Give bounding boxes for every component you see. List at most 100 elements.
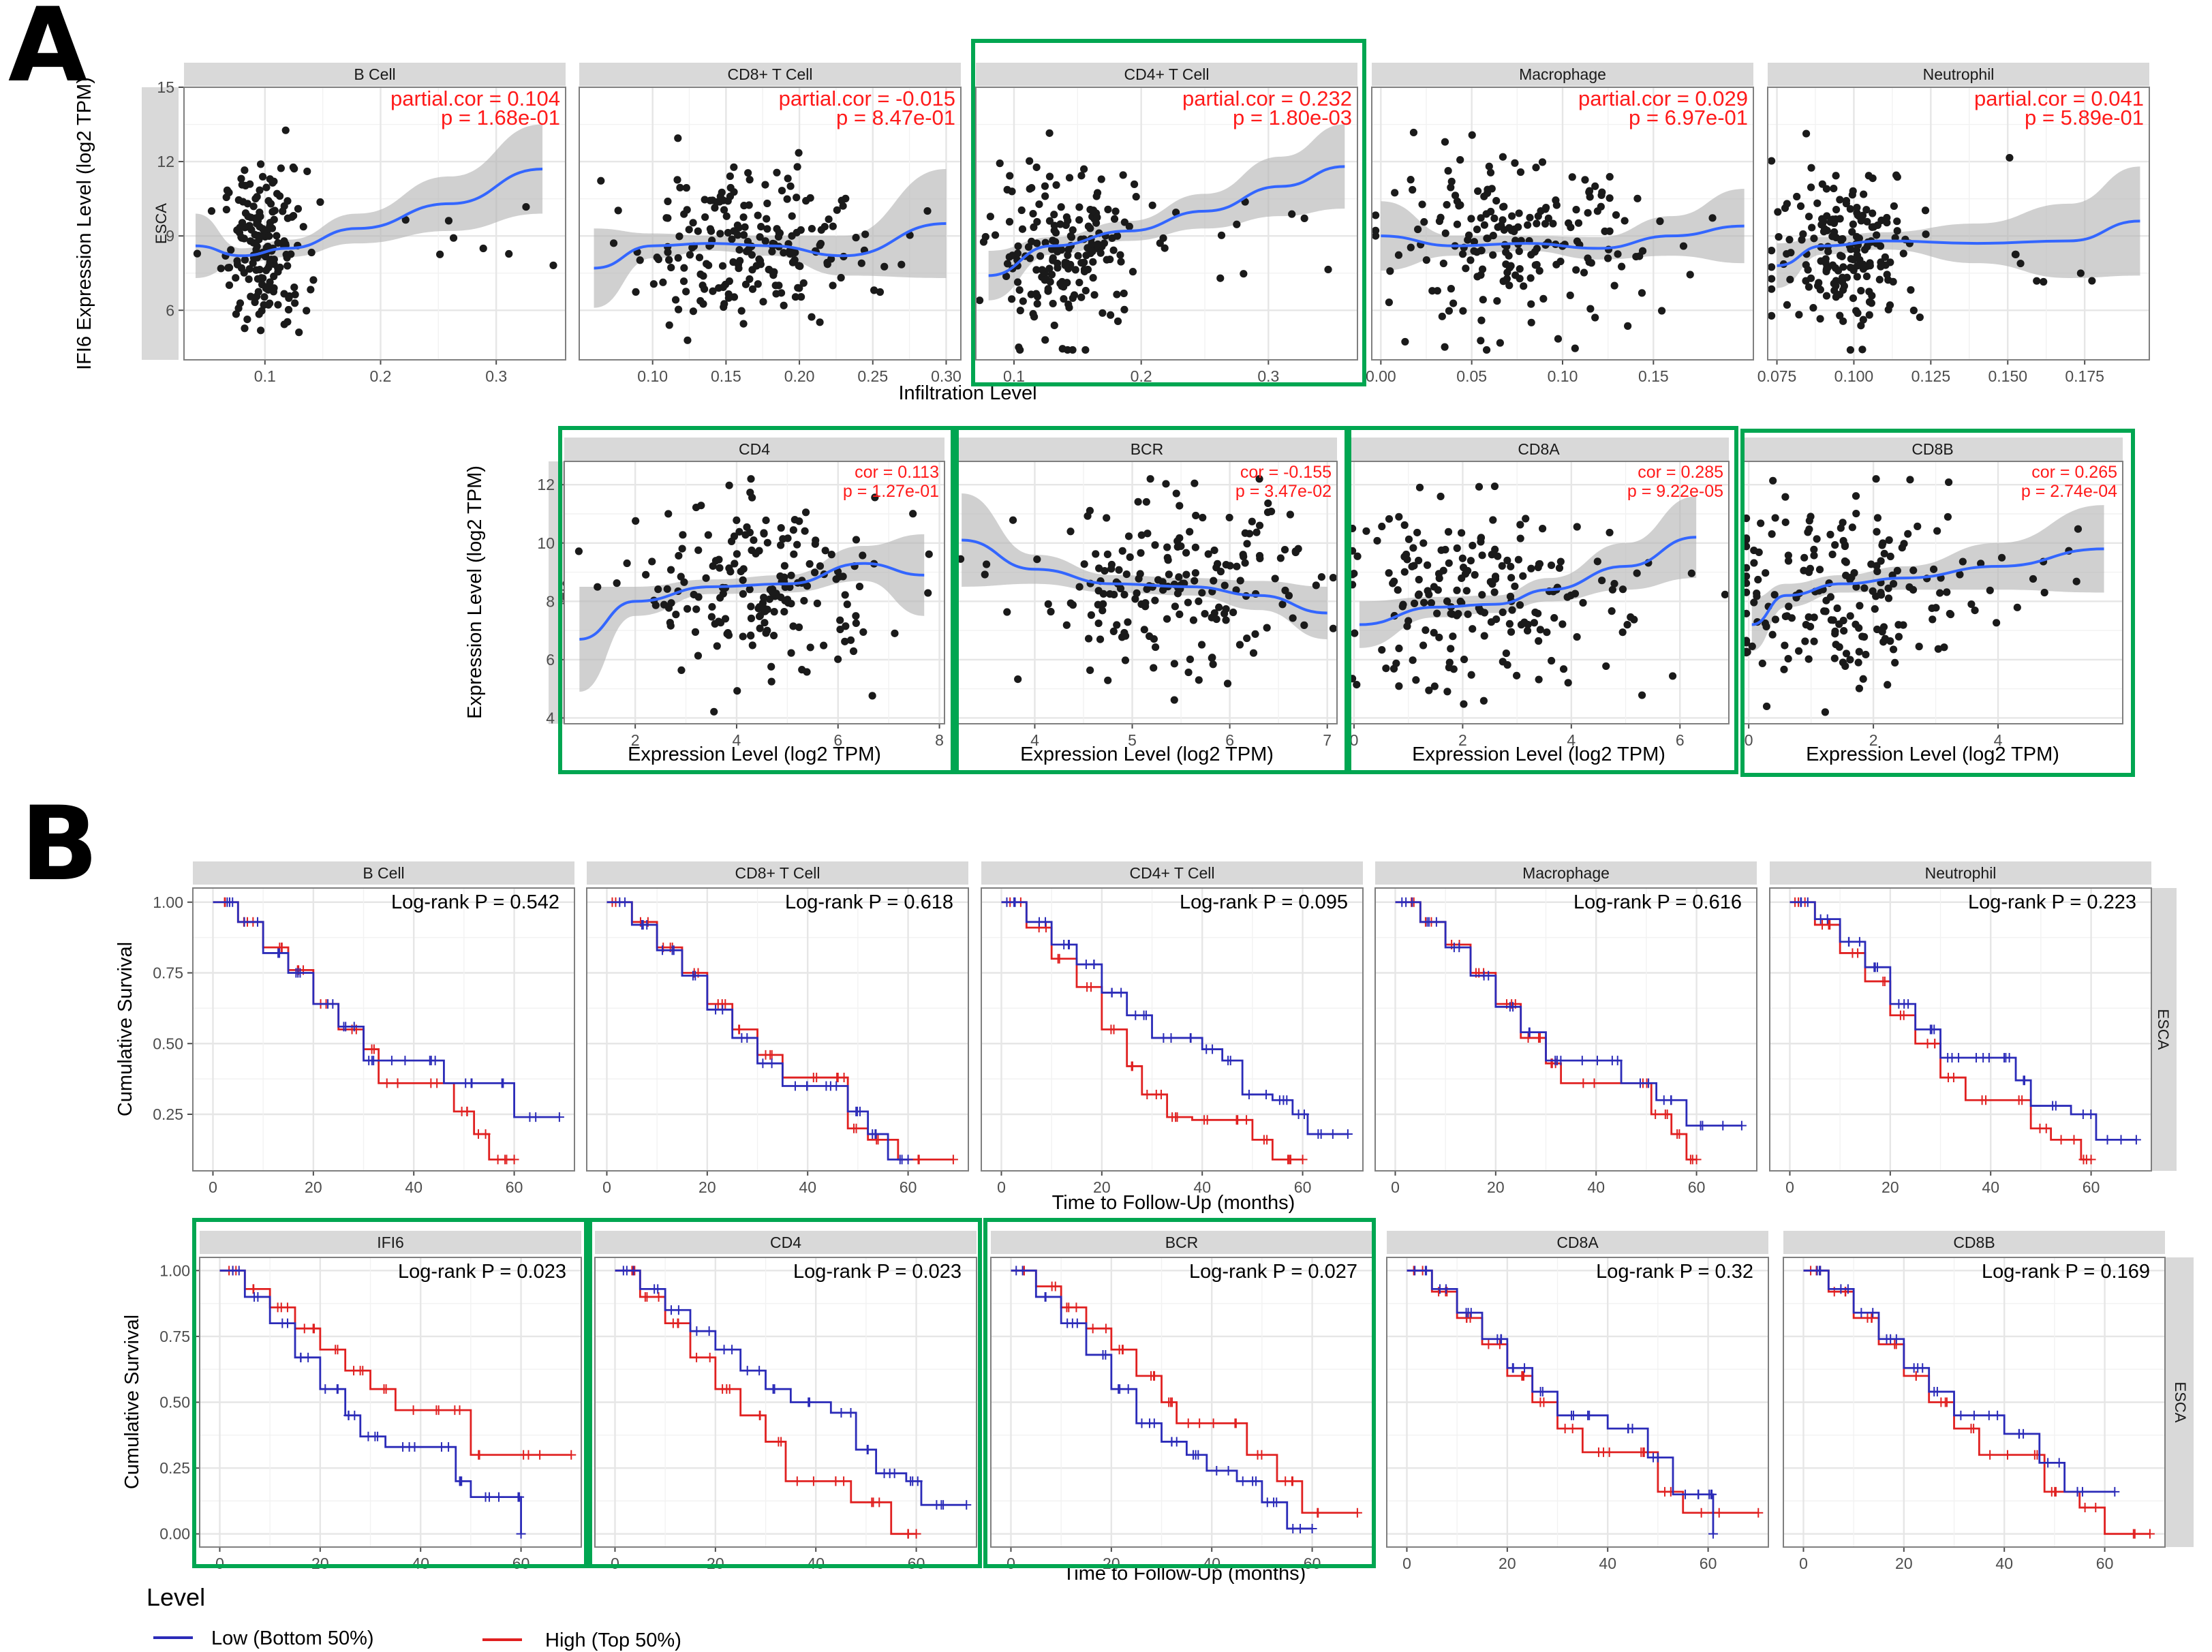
data-point xyxy=(724,228,732,237)
data-point xyxy=(1394,586,1402,594)
data-point xyxy=(1503,269,1511,277)
data-point xyxy=(1092,550,1100,558)
data-point xyxy=(283,214,292,222)
data-point xyxy=(1453,586,1461,594)
data-point xyxy=(1044,600,1052,608)
data-point xyxy=(1118,547,1126,555)
data-point xyxy=(1534,212,1542,220)
data-point xyxy=(1516,264,1524,273)
data-point xyxy=(1445,559,1453,567)
data-point xyxy=(1555,564,1564,572)
data-point xyxy=(1288,210,1296,218)
data-point xyxy=(1593,557,1601,566)
data-point xyxy=(1092,219,1101,227)
plot-background xyxy=(587,888,968,1171)
data-point xyxy=(1944,513,1952,521)
data-point xyxy=(1389,579,1397,587)
data-point xyxy=(880,262,889,271)
data-point xyxy=(1443,597,1451,605)
data-point xyxy=(1373,536,1381,545)
data-point xyxy=(1783,612,1792,620)
data-point xyxy=(1170,696,1178,704)
censor-mark xyxy=(349,1022,359,1032)
data-point xyxy=(1075,278,1084,287)
censor-mark xyxy=(1578,1078,1588,1088)
data-point xyxy=(843,600,851,609)
data-point xyxy=(268,207,277,216)
data-point xyxy=(1241,559,1249,567)
censor-mark xyxy=(1269,1497,1279,1508)
data-point xyxy=(1256,554,1264,563)
data-point xyxy=(2013,603,2021,611)
data-point xyxy=(1122,570,1131,579)
data-point xyxy=(1407,243,1415,251)
data-point xyxy=(264,264,273,272)
data-point xyxy=(1209,660,1217,669)
data-point xyxy=(1176,610,1184,619)
data-point xyxy=(1120,628,1128,637)
data-point xyxy=(1541,205,1550,213)
censor-mark xyxy=(1753,1508,1764,1518)
data-point xyxy=(1084,265,1092,274)
data-point xyxy=(1893,173,1901,181)
km-high-line xyxy=(219,1269,572,1456)
data-point xyxy=(1750,598,1758,607)
data-point xyxy=(249,239,258,247)
data-point xyxy=(1099,607,1107,615)
data-point xyxy=(1549,219,1557,228)
censor-mark xyxy=(1623,1424,1633,1434)
data-point xyxy=(1191,569,1199,577)
panel-strip xyxy=(595,1231,977,1254)
data-point xyxy=(1877,591,1886,599)
data-point xyxy=(1415,556,1423,565)
data-point xyxy=(1505,281,1514,290)
data-point xyxy=(1816,286,1824,294)
censor-mark xyxy=(962,1500,972,1510)
data-point xyxy=(225,281,234,290)
censor-mark xyxy=(1707,1489,1717,1499)
censor-mark xyxy=(309,1324,319,1334)
data-point xyxy=(1633,194,1642,202)
data-point xyxy=(1210,609,1218,617)
censor-mark xyxy=(1524,1027,1535,1037)
data-point xyxy=(976,296,984,305)
censor-mark xyxy=(673,1305,683,1315)
censor-mark xyxy=(323,999,333,1009)
log-rank-stat: Log-rank P = 0.616 xyxy=(1573,891,1742,913)
data-point xyxy=(1175,573,1183,581)
data-point xyxy=(677,572,685,581)
data-point xyxy=(1498,562,1506,570)
censor-mark xyxy=(2091,1503,2101,1513)
panel-frame xyxy=(975,87,1358,361)
censor-mark xyxy=(2086,1110,2096,1119)
censor-mark xyxy=(1107,988,1117,998)
data-point xyxy=(2011,250,2020,258)
data-point xyxy=(1849,294,1858,303)
data-point xyxy=(664,510,673,518)
data-point xyxy=(1458,574,1466,583)
data-point xyxy=(1113,317,1122,325)
data-point xyxy=(522,202,530,211)
data-point xyxy=(1124,618,1132,626)
data-point xyxy=(1921,206,1930,215)
censor-mark xyxy=(1191,1450,1201,1460)
data-point xyxy=(1115,566,1123,574)
censor-mark xyxy=(1223,1465,1233,1475)
censor-mark xyxy=(948,1154,958,1165)
censor-mark xyxy=(408,1405,418,1416)
data-point xyxy=(1077,172,1086,180)
data-point xyxy=(834,655,842,663)
data-point xyxy=(1477,316,1486,324)
x-tick-label: 40 xyxy=(412,1555,429,1572)
data-point xyxy=(1439,259,1447,268)
data-point xyxy=(1538,158,1547,166)
data-point xyxy=(2033,277,2041,285)
data-point xyxy=(1056,220,1064,228)
censor-mark xyxy=(1520,1363,1530,1373)
data-point xyxy=(1944,478,1953,487)
data-point xyxy=(780,249,788,257)
data-point xyxy=(1391,189,1399,197)
data-point xyxy=(1458,250,1467,258)
x-tick-label: 20 xyxy=(1487,1178,1505,1196)
